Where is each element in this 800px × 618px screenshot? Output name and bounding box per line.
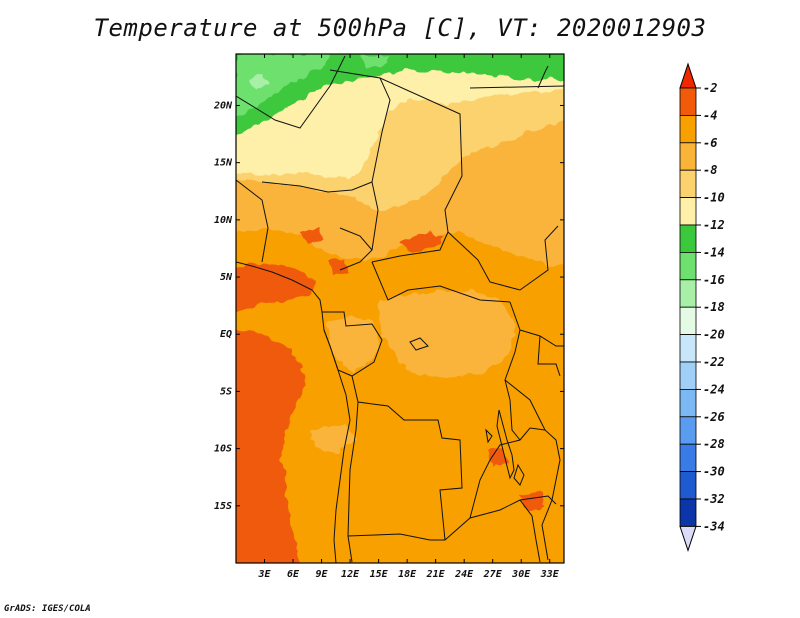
lon-tick-label: 24E	[454, 569, 474, 580]
lon-tick-label: 33E	[540, 569, 560, 580]
colorbar-label: -32	[703, 492, 725, 506]
colorbar-swatch	[679, 142, 697, 171]
boundary-line	[504, 379, 561, 561]
colorbar-label: -12	[703, 218, 725, 232]
field-band-16-18	[250, 74, 268, 90]
colorbar-swatch	[679, 197, 697, 226]
country-boundaries	[236, 55, 564, 563]
lat-tick-label: 20N	[213, 100, 233, 111]
colorbar-top-arrow	[679, 62, 697, 89]
boundary-line	[236, 55, 346, 129]
map-frame	[235, 53, 565, 564]
colorbar-swatch	[679, 251, 697, 281]
colorbar-label: -2	[703, 81, 717, 95]
lake-outline	[496, 409, 515, 480]
lat-tick-label: 10N	[214, 215, 233, 226]
lon-tick-label: 30E	[511, 569, 531, 580]
colorbar-swatch	[679, 416, 697, 445]
coastline	[236, 261, 351, 563]
colorbar-swatch	[679, 115, 697, 144]
lon-tick-label: 21E	[426, 569, 446, 580]
boundary-line	[236, 179, 269, 263]
lat-tick-label: EQ	[220, 329, 232, 340]
boundary-line	[371, 261, 511, 303]
field-band-2-4-atlantic	[236, 330, 306, 563]
colorbar-label: -6	[703, 136, 717, 150]
boundary-line	[261, 181, 373, 193]
chart-title: Temperature at 500hPa [C], VT: 202001290…	[93, 14, 707, 42]
lon-tick-label: 15E	[370, 569, 389, 580]
colorbar-label: -30	[703, 465, 725, 479]
boundary-line	[537, 335, 561, 377]
colorbar-swatch	[679, 443, 697, 473]
field-band-14-16-b	[360, 56, 390, 68]
field-band-6-8-south	[310, 424, 355, 452]
field-band-12-14	[236, 54, 564, 135]
colorbar-label: -8	[703, 163, 717, 177]
boundary-line	[519, 329, 564, 347]
longitude-axis: 3E 6E 9E 12E 15E 18E 21E 24E 27E 30E 33E	[257, 54, 560, 580]
lake-outline	[409, 337, 429, 351]
field-band-6-8-congo	[378, 290, 515, 378]
colorbar-swatch	[679, 224, 697, 253]
field-band-14-16	[236, 54, 330, 116]
grads-credit: GrADS: IGES/COLA	[4, 604, 91, 614]
colorbar-label: -16	[703, 273, 725, 287]
lon-tick-label: 9E	[316, 569, 329, 580]
colorbar: -2 -4 -6 -8 -10 -12 -14 -16 -18 -20 -22 -24 -26 -28 -3…	[679, 62, 725, 552]
lon-tick-label: 18E	[398, 569, 417, 580]
boundary-line	[351, 375, 463, 541]
lon-tick-label: 6E	[287, 569, 300, 580]
boundary-line	[469, 85, 564, 89]
colorbar-label: -22	[703, 355, 725, 369]
colorbar-label: -24	[703, 382, 725, 396]
colorbar-label: -10	[703, 191, 725, 205]
boundary-line	[379, 77, 559, 291]
field-band-6-8-west	[326, 316, 380, 372]
field-band-2-4-nile	[400, 232, 444, 252]
boundary-line	[519, 499, 541, 563]
field-band-2-4-cam	[328, 258, 348, 276]
lat-tick-label: 15N	[214, 158, 233, 169]
boundary-line	[469, 427, 546, 519]
colorbar-bottom-arrow	[679, 525, 697, 552]
colorbar-label: -34	[703, 519, 725, 533]
lat-tick-label: 10S	[214, 444, 232, 455]
boundary-line	[371, 231, 449, 263]
latitude-axis: 20N 15N 10N 5N EQ 5S 10S 15S	[213, 100, 564, 512]
colorbar-label: -26	[703, 410, 725, 424]
lake-outline	[537, 65, 549, 89]
colorbar-swatch	[679, 471, 697, 500]
colorbar-swatch	[679, 361, 697, 390]
colorbar-swatch	[679, 334, 697, 363]
lon-tick-label: 27E	[483, 569, 503, 580]
lat-tick-label: 5N	[220, 272, 233, 283]
colorbar-label: -14	[703, 245, 725, 259]
lat-tick-label: 5S	[220, 386, 232, 397]
colorbar-swatch	[679, 388, 697, 418]
field-band-2-4-east	[488, 448, 508, 468]
lon-tick-label: 12E	[341, 569, 360, 580]
lon-tick-label: 3E	[257, 569, 271, 580]
colorbar-swatch	[679, 169, 697, 198]
colorbar-label: -20	[703, 328, 725, 342]
boundary-line	[339, 227, 373, 251]
colorbar-label: -18	[703, 300, 725, 314]
colorbar-swatch	[679, 279, 697, 308]
lat-tick-label: 15S	[214, 501, 232, 512]
field-band-2-4-chad	[300, 228, 322, 244]
temperature-field	[236, 54, 564, 563]
lake-outline	[513, 463, 525, 486]
colorbar-label: -28	[703, 437, 725, 451]
colorbar-swatch	[679, 306, 697, 336]
boundary-line	[347, 401, 359, 563]
field-band-2-4-coast	[236, 262, 315, 311]
colorbar-swatch	[679, 87, 697, 116]
lake-outline	[485, 428, 493, 444]
colorbar-swatch	[679, 498, 697, 527]
colorbar-label: -4	[703, 108, 717, 122]
